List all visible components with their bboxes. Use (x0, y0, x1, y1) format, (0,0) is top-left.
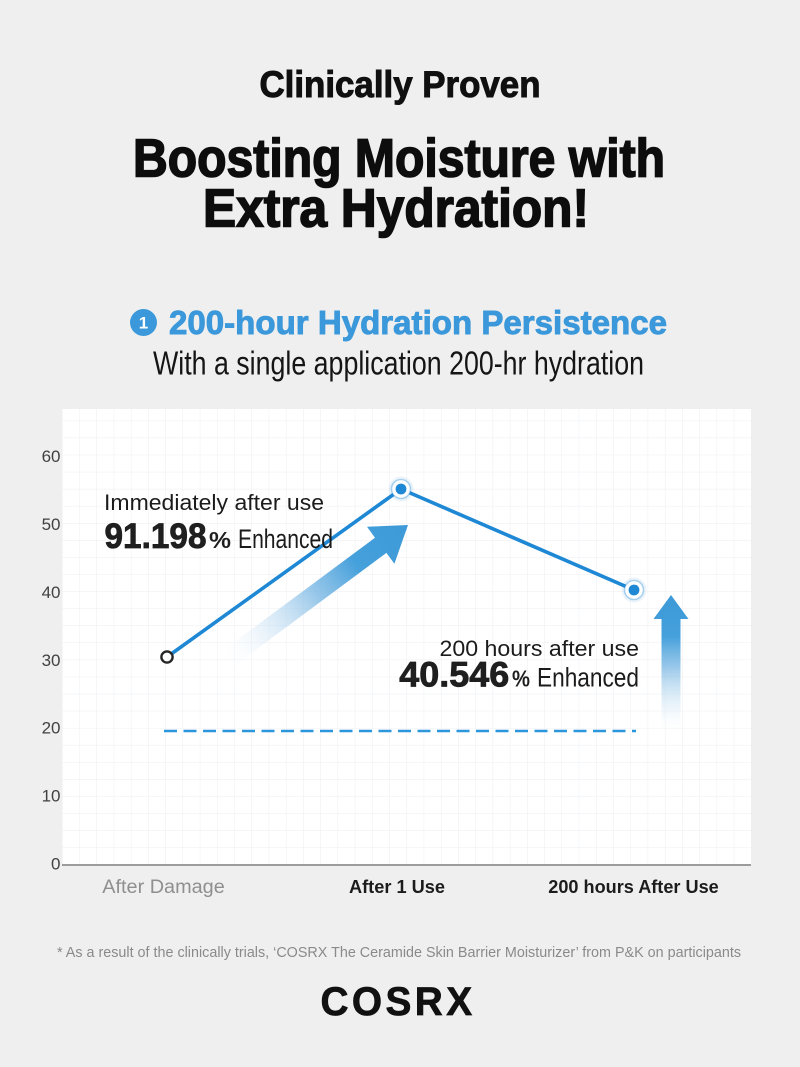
svg-text:30: 30 (42, 651, 61, 670)
svg-text:1: 1 (139, 314, 148, 333)
svg-text:%: % (209, 527, 231, 553)
svg-text:200 hours after use: 200 hours after use (440, 636, 640, 661)
svg-text:Extra Hydration!: Extra Hydration! (203, 180, 589, 239)
svg-text:20: 20 (42, 719, 61, 738)
svg-text:Enhanced: Enhanced (238, 524, 333, 554)
svg-text:%: % (512, 665, 530, 691)
svg-text:91.198: 91.198 (105, 517, 207, 556)
svg-text:Enhanced: Enhanced (537, 662, 639, 692)
svg-text:After 1 Use: After 1 Use (349, 876, 445, 897)
svg-text:0: 0 (51, 855, 60, 874)
svg-text:After Damage: After Damage (102, 877, 225, 898)
svg-text:50: 50 (42, 515, 61, 534)
svg-text:With a single application 200-: With a single application 200-hr hydrati… (153, 345, 644, 382)
svg-text:* As a result of the clinicall: * As a result of the clinically trials, … (57, 944, 741, 961)
svg-text:Clinically Proven: Clinically Proven (260, 64, 541, 105)
svg-text:COSRX: COSRX (321, 980, 476, 1024)
svg-text:40: 40 (42, 583, 61, 602)
svg-text:40.546: 40.546 (399, 655, 509, 694)
svg-text:Immediately after use: Immediately after use (104, 490, 324, 515)
svg-text:200-hour Hydration Persistence: 200-hour Hydration Persistence (169, 304, 667, 341)
svg-text:60: 60 (42, 447, 61, 466)
svg-text:10: 10 (42, 787, 61, 806)
svg-text:200 hours After Use: 200 hours After Use (548, 876, 719, 897)
svg-text:Boosting Moisture with: Boosting Moisture with (133, 130, 665, 189)
